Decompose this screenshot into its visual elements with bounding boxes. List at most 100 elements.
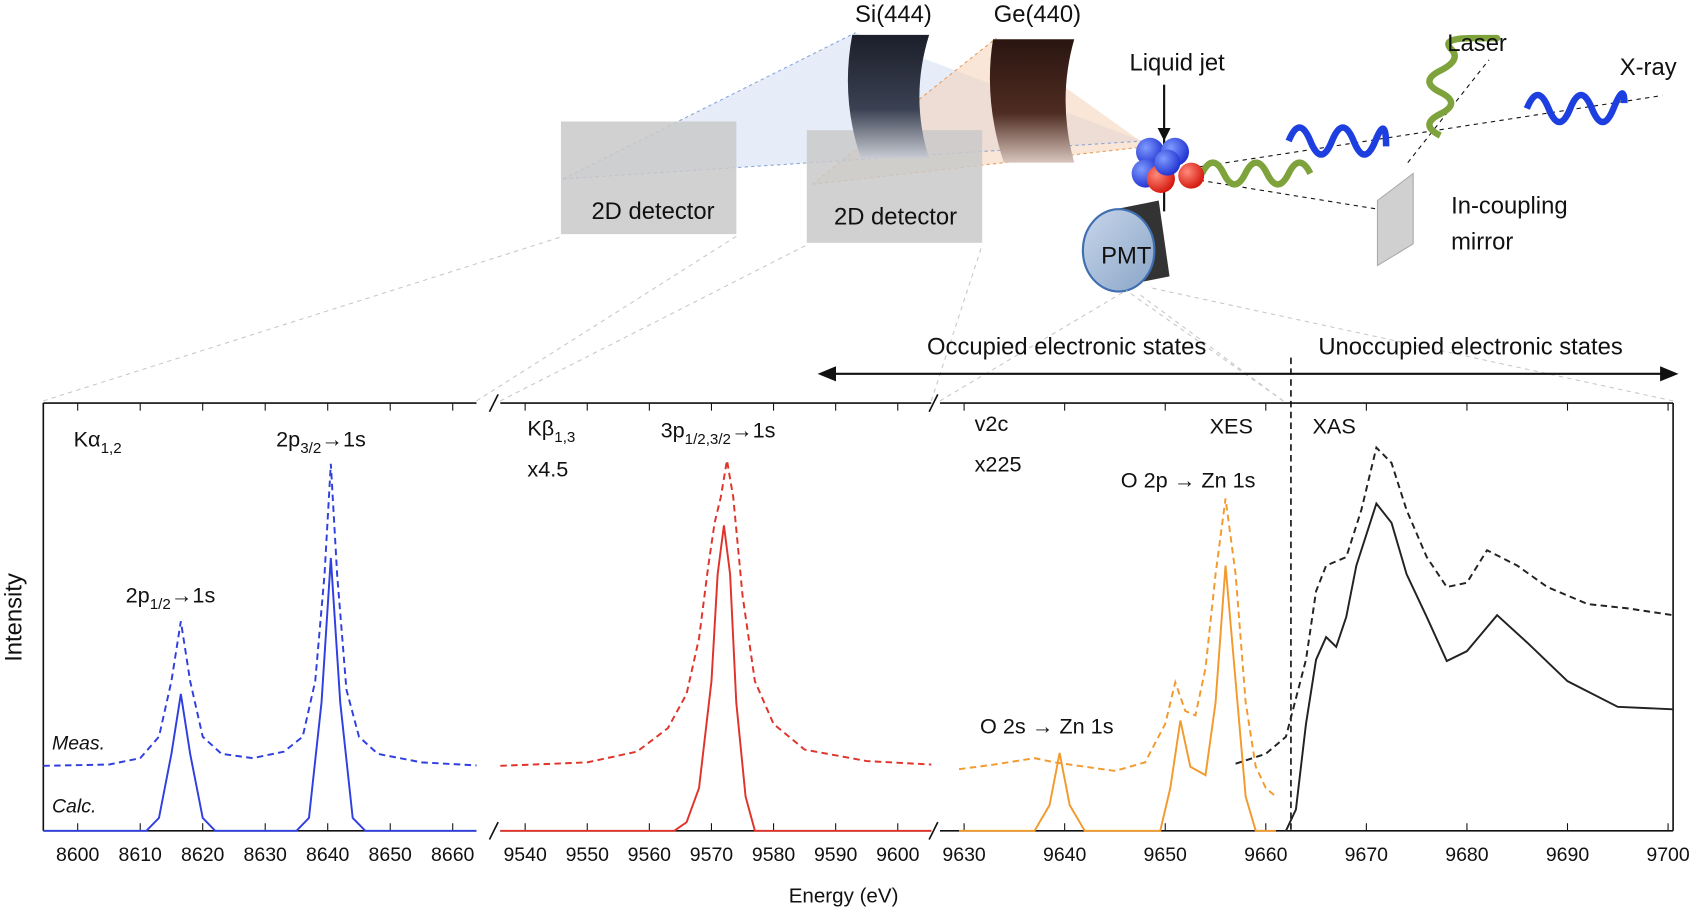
series-line: [500, 460, 932, 767]
annotation-subscript: 1,2: [101, 440, 122, 457]
annotation: Kβ1,3: [527, 416, 575, 446]
si-crystal: [847, 34, 930, 159]
series-line: [500, 525, 932, 832]
label: PMT: [1101, 242, 1151, 269]
x-tick-label: 9690: [1546, 844, 1590, 866]
x-tick-label: 9630: [942, 844, 986, 866]
axis-break: [928, 394, 939, 413]
arrowhead: [817, 366, 837, 382]
axis-break: [488, 394, 499, 413]
x-tick-label: 8650: [369, 844, 413, 866]
label: In-coupling: [1451, 193, 1568, 220]
annotation: O 2p → Zn 1s: [1121, 468, 1256, 493]
ge-crystal: [989, 39, 1075, 163]
series-line: [1285, 501, 1674, 832]
panel: 9630 9640 9650 9660 9670 9680 9690 9700 v2c x225 X…: [928, 357, 1690, 866]
axis-break: [928, 821, 939, 840]
annotation-text: →1s: [171, 582, 216, 607]
label: Ge(440): [994, 1, 1081, 28]
axis-break: [488, 821, 499, 840]
annotation-text: O 2p → Zn 1s: [1121, 468, 1256, 493]
plots: 8600 8610 8620 8630 8640 8650 8660 Meas. Calc. Kα…: [42, 357, 1690, 866]
series-line: [959, 565, 1276, 832]
laser-path: [1191, 178, 1392, 212]
annotation: x4.5: [527, 457, 568, 482]
annotation-text: O 2s → Zn 1s: [980, 713, 1114, 738]
x-tick-label: 9570: [690, 844, 734, 866]
series-label: Meas.: [52, 733, 105, 755]
x-axis-label: Energy (eV): [789, 884, 899, 907]
series-line: [43, 463, 477, 767]
series-line: [1235, 445, 1674, 765]
x-tick-label: 9580: [752, 844, 796, 866]
annotation: XES: [1210, 413, 1253, 438]
x-tick-label: 9670: [1345, 844, 1389, 866]
label: mirror: [1451, 228, 1513, 255]
annotation-text: 3p: [661, 418, 685, 443]
annotation-subscript: 1/2: [150, 596, 171, 613]
xray-path: [1191, 94, 1663, 169]
annotation-subscript: 3/2: [300, 440, 321, 457]
annotation-text: →1s: [321, 426, 366, 451]
annotation: v2c: [975, 411, 1009, 436]
label: Liquid jet: [1129, 50, 1225, 77]
x-tick-label: 9650: [1144, 844, 1188, 866]
annotation: XAS: [1312, 413, 1355, 438]
atom: [1178, 162, 1205, 189]
annotation-text: x225: [975, 451, 1022, 476]
y-axis-label: Intensity: [1, 573, 28, 662]
annotation: x225: [975, 451, 1022, 476]
panel: 8600 8610 8620 8630 8640 8650 8660 Meas. Calc. Kα…: [42, 402, 477, 866]
guide-lines: [43, 235, 1674, 402]
annotation-text: XES: [1210, 413, 1253, 438]
label: X-ray: [1620, 54, 1677, 81]
label: Occupied electronic states: [927, 333, 1206, 360]
panel: 9540 9550 9560 9570 9580 9590 9600Kβ1,3x4.53p1…: [488, 394, 932, 866]
beam-line: [812, 145, 1148, 185]
x-tick-label: 8610: [119, 844, 163, 866]
x-tick-label: 9680: [1445, 844, 1489, 866]
annotation-text: v2c: [975, 411, 1009, 436]
series-line: [958, 498, 1277, 798]
x-tick-label: 8640: [306, 844, 350, 866]
annotation-text: x4.5: [527, 457, 568, 482]
annotation: O 2s → Zn 1s: [980, 713, 1114, 738]
detector: [560, 121, 737, 235]
setup-diagram: Si(444) Ge(440) Liquid jet Laser X-ray 2…: [43, 1, 1679, 402]
annotation-text: 2p: [276, 426, 300, 451]
atom: [1154, 149, 1181, 176]
series-line: [43, 557, 477, 832]
label: Unoccupied electronic states: [1318, 333, 1623, 360]
x-tick-label: 8600: [56, 844, 100, 866]
annotation-subscript: 1/2,3/2: [685, 431, 731, 448]
x-tick-label: 9560: [628, 844, 672, 866]
annotation-subscript: 1,3: [554, 429, 575, 446]
annotation-text: →1s: [731, 418, 776, 443]
x-tick-label: 9600: [876, 844, 920, 866]
annotation-text: Kβ: [527, 416, 554, 441]
mirror: [1376, 172, 1414, 267]
pmt-window: [1081, 208, 1156, 293]
x-tick-label: 9700: [1646, 844, 1690, 866]
xray-wave: [1523, 90, 1628, 126]
xray-wave: [1285, 124, 1390, 158]
annotation-text: XAS: [1312, 413, 1355, 438]
annotation-text: Kα: [74, 426, 101, 451]
x-tick-label: 8660: [431, 844, 475, 866]
annotation: 2p1/2→1s: [126, 582, 216, 612]
label: Si(444): [855, 1, 932, 28]
label: 2D detector: [834, 203, 957, 230]
annotation: Kα1,2: [74, 426, 122, 456]
x-tick-label: 9640: [1043, 844, 1087, 866]
x-tick-label: 8630: [244, 844, 288, 866]
annotation: 3p1/2,3/2→1s: [661, 418, 776, 448]
arrowhead: [1660, 366, 1679, 382]
annotation: 2p3/2→1s: [276, 426, 366, 456]
label: 2D detector: [591, 198, 714, 225]
laser-wave: [1426, 34, 1501, 139]
x-tick-label: 9660: [1244, 844, 1288, 866]
series-label: Calc.: [52, 795, 96, 817]
annotation-text: 2p: [126, 582, 150, 607]
